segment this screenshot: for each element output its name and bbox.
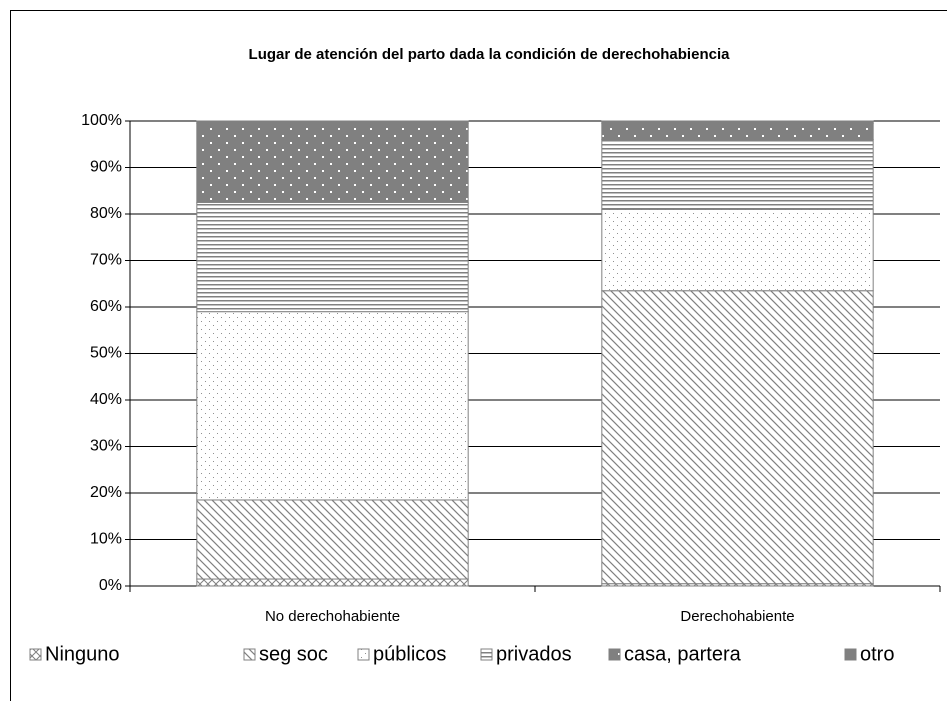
y-tick-label: 10%: [90, 531, 122, 548]
legend-swatch: [357, 648, 370, 661]
bar-segment: [601, 290, 874, 585]
bar-segment: [196, 120, 469, 124]
legend-label: privados: [496, 643, 572, 665]
bar-segment: [601, 120, 874, 124]
y-tick-label: 20%: [90, 484, 122, 501]
x-tick-label: Derechohabiente: [680, 608, 794, 625]
legend-label: públicos: [373, 643, 446, 665]
y-tick-label: 0%: [99, 577, 122, 594]
legend-label: seg soc: [259, 643, 328, 665]
bar-segment: [196, 499, 469, 580]
chart-title: Lugar de atención del parto dada la cond…: [249, 46, 731, 63]
bar-segment: [196, 122, 469, 203]
bar-segment: [601, 122, 874, 141]
legend-label: otro: [860, 643, 894, 665]
legend-swatch: [844, 648, 857, 661]
bar-segment: [601, 208, 874, 292]
y-tick-label: 90%: [90, 159, 122, 176]
x-tick-label: No derechohabiente: [265, 608, 400, 625]
bar-segment: [196, 201, 469, 313]
y-tick-label: 80%: [90, 205, 122, 222]
bar-segment: [601, 139, 874, 210]
y-tick-label: 100%: [81, 112, 122, 129]
y-tick-label: 40%: [90, 391, 122, 408]
y-tick-label: 30%: [90, 438, 122, 455]
y-tick-label: 60%: [90, 298, 122, 315]
legend-label: casa, partera: [624, 643, 742, 665]
legend-label: Ninguno: [45, 643, 120, 665]
legend-swatch: [480, 648, 493, 661]
legend-swatch: [243, 648, 256, 661]
bar-segment: [196, 578, 469, 587]
legend-swatch: [608, 648, 621, 661]
y-tick-label: 50%: [90, 345, 122, 362]
y-tick-label: 70%: [90, 252, 122, 269]
legend-swatch: [29, 648, 42, 661]
bar-segment: [196, 311, 469, 501]
